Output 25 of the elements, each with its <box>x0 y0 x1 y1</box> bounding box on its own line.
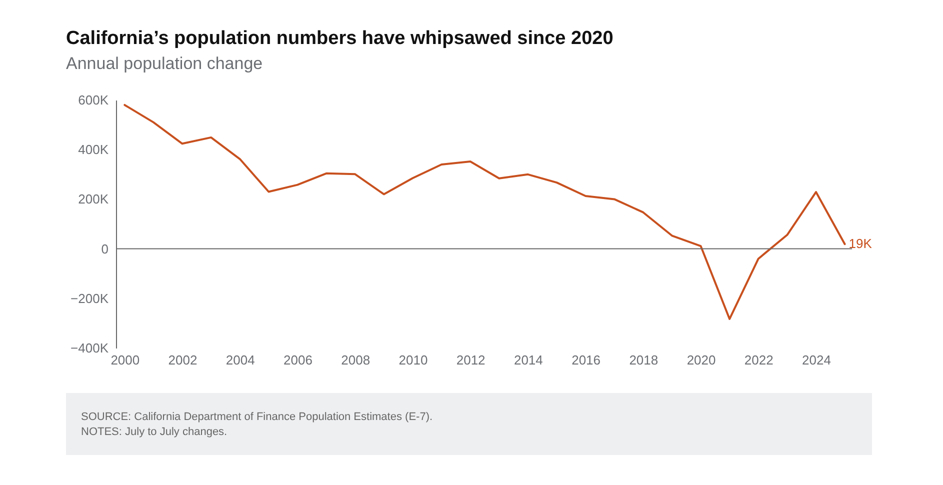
x-tick-label: 2024 <box>802 352 831 368</box>
chart-title: California’s population numbers have whipsawed since 2020 <box>66 28 614 49</box>
x-tick-label: 2012 <box>456 352 486 368</box>
y-tick-label: −400K <box>70 340 109 356</box>
x-tick-label: 2006 <box>284 352 312 368</box>
y-tick-label: −200K <box>70 290 109 306</box>
x-tick-label: 2008 <box>341 352 370 368</box>
data-label: 19K <box>848 236 872 252</box>
x-tick-label: 2018 <box>629 352 658 368</box>
chart-subtitle: Annual population change <box>66 54 263 73</box>
y-tick-label: 0 <box>101 241 108 256</box>
y-tick-label: 400K <box>78 142 109 158</box>
x-tick-label: 2010 <box>398 352 428 368</box>
x-tick-label: 2020 <box>686 352 716 368</box>
line-series <box>124 104 846 320</box>
source-note: SOURCE: California Department of Finance Population Estimates (E-7). <box>81 411 433 423</box>
y-tick-label: 200K <box>78 192 109 207</box>
x-tick-label: 2016 <box>572 352 601 368</box>
x-tick-label: 2014 <box>514 352 543 368</box>
text: NOTES: July to July changes. <box>81 426 228 438</box>
y-tick-label: 600K <box>78 92 109 108</box>
x-tick-label: 2002 <box>168 352 198 368</box>
x-tick-label: 2022 <box>744 352 774 368</box>
x-tick-label: 2000 <box>110 352 140 368</box>
x-tick-label: 2004 <box>226 352 255 368</box>
